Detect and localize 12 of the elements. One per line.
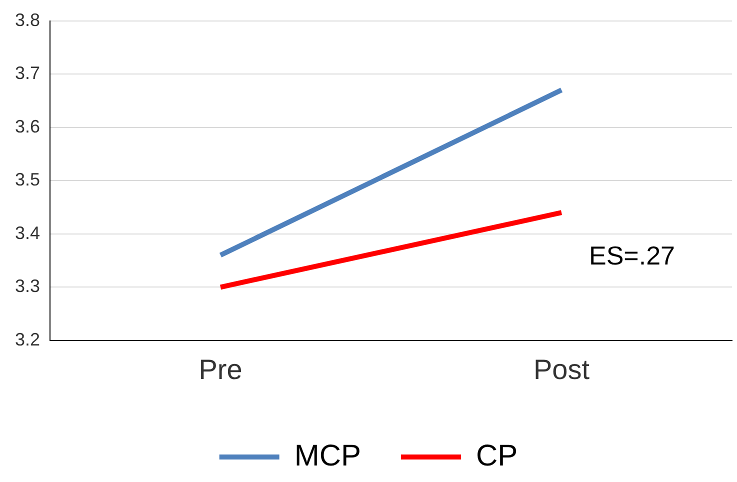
y-tick-label: 3.2: [14, 329, 40, 350]
x-tick-label: Post: [533, 354, 590, 385]
y-tick-label: 3.8: [14, 10, 40, 30]
y-tick-label: 3.7: [14, 63, 40, 84]
legend-label: CP: [476, 439, 518, 472]
x-tick-label: Pre: [198, 354, 242, 385]
y-tick-label: 3.4: [14, 222, 40, 243]
annotation: ES=.27: [588, 240, 676, 270]
y-tick-label: 3.3: [14, 276, 40, 296]
y-tick-label: 3.6: [14, 116, 40, 136]
legend-label: MCP: [294, 439, 361, 472]
y-tick-label: 3.5: [14, 170, 40, 190]
